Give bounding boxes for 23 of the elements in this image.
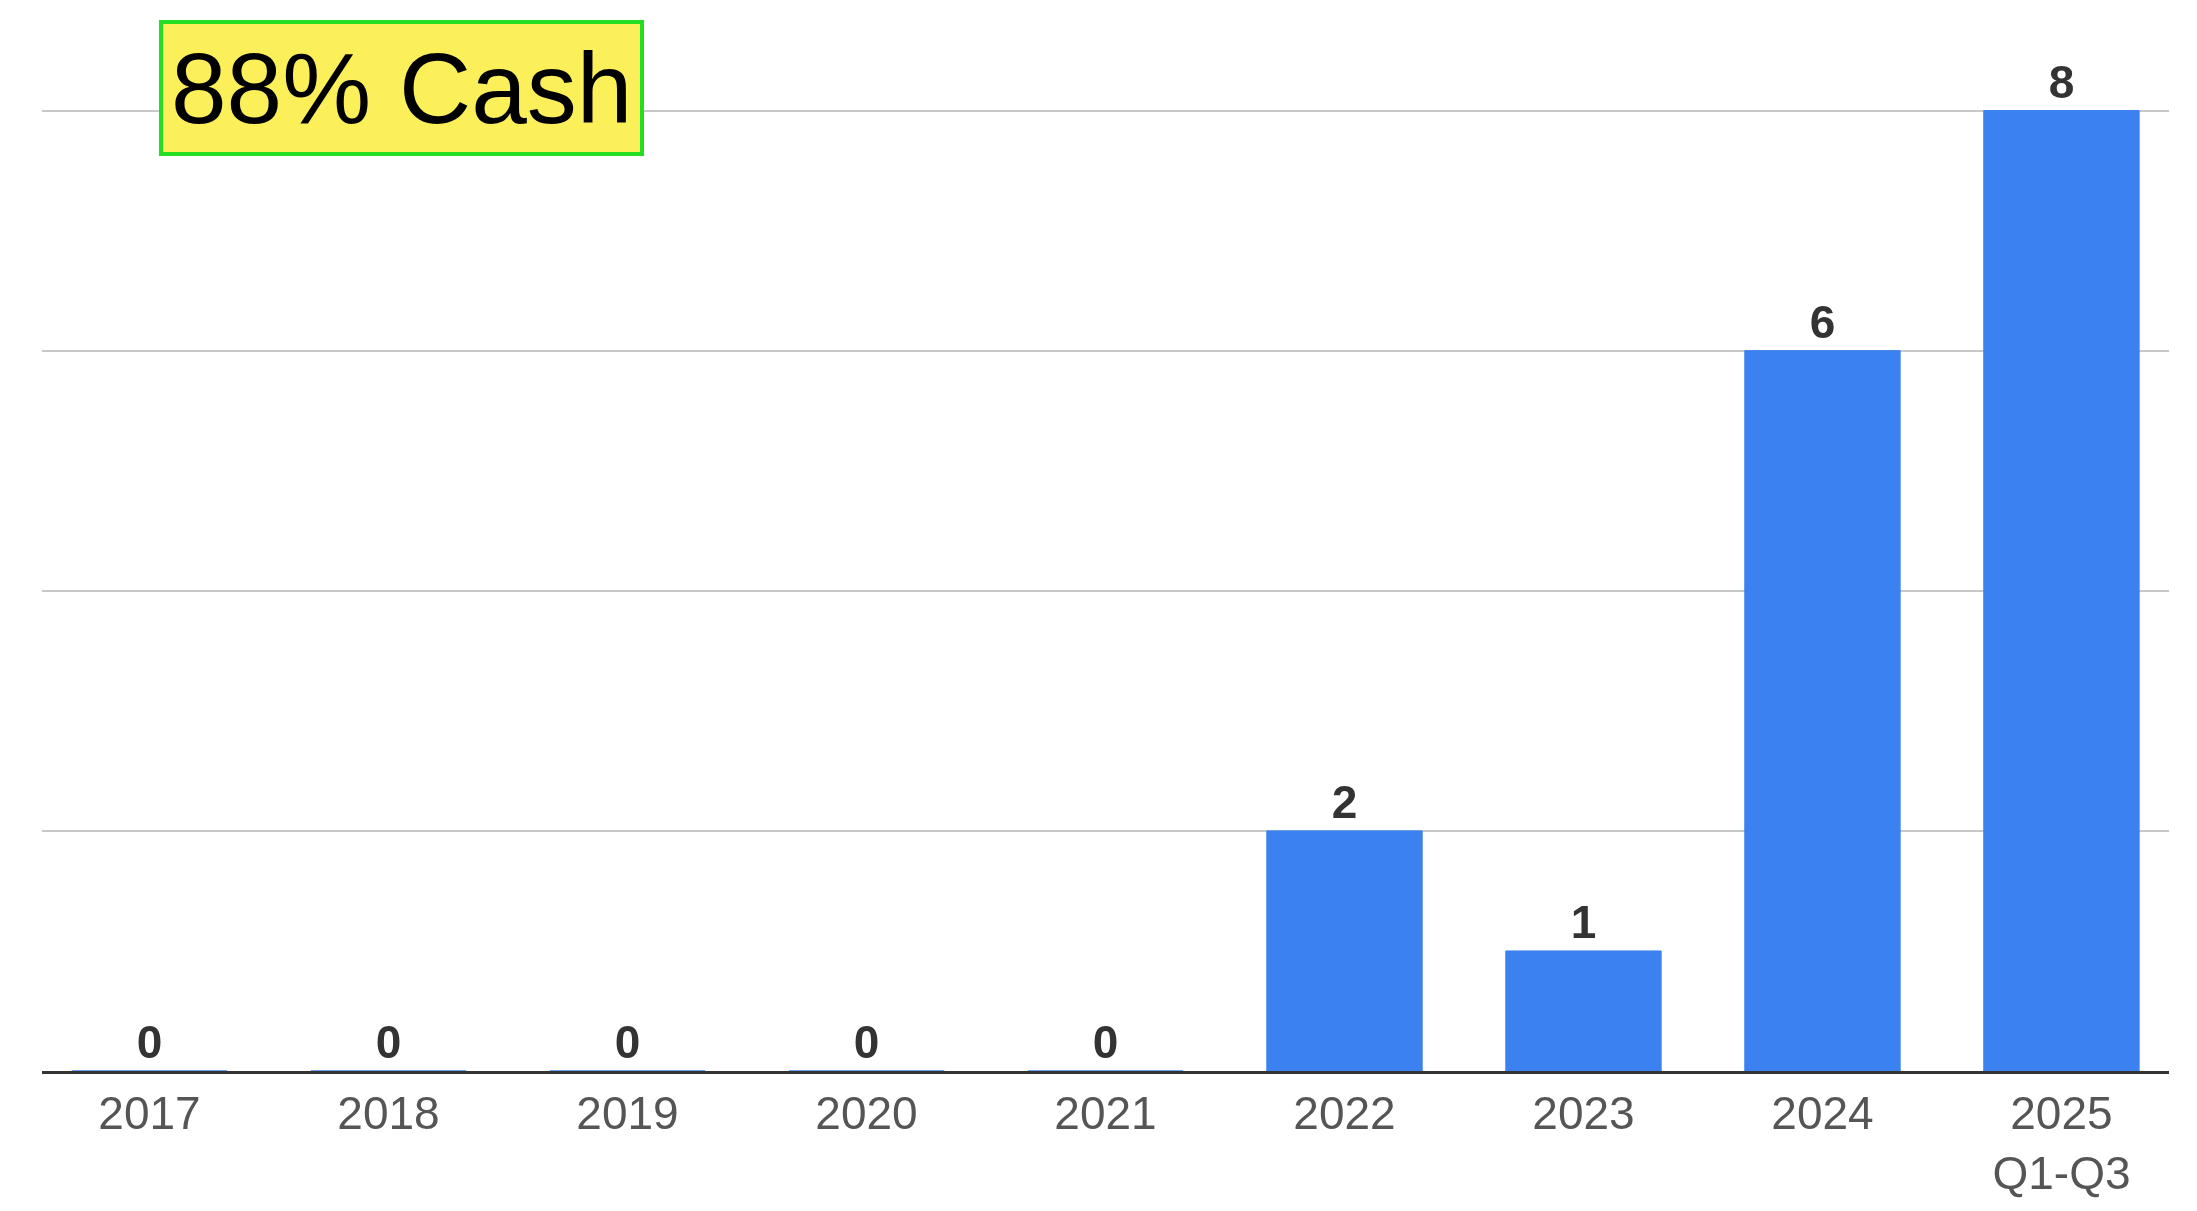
- data-label: 0: [614, 1016, 641, 1068]
- data-label: 2: [1331, 775, 1358, 828]
- x-tick-label: 2022: [1293, 1087, 1396, 1140]
- x-tick-label: 2019: [576, 1087, 679, 1140]
- annotation: 88% Cash: [171, 32, 633, 144]
- x-tick-label: 2023: [1532, 1087, 1635, 1140]
- bar: [1505, 950, 1662, 1071]
- x-tick-label: 2017: [98, 1087, 201, 1140]
- data-label: 8: [2048, 55, 2075, 108]
- data-label: 6: [1809, 295, 1836, 348]
- bar: [1266, 830, 1423, 1071]
- x-tick-label: 2020: [815, 1087, 918, 1140]
- data-label: 0: [853, 1016, 880, 1068]
- bar: [1744, 350, 1901, 1071]
- x-tick-label: 2021: [1054, 1087, 1157, 1140]
- x-tick-label: 2025 Q1-Q3: [1992, 1087, 2131, 1199]
- bar: [1983, 110, 2140, 1071]
- data-label: 1: [1570, 895, 1597, 948]
- x-tick-label: 2024: [1771, 1087, 1874, 1140]
- data-label: 0: [375, 1016, 402, 1068]
- data-label: 0: [136, 1016, 163, 1068]
- x-tick-label: 2018: [337, 1087, 440, 1140]
- data-label: 0: [1092, 1016, 1119, 1068]
